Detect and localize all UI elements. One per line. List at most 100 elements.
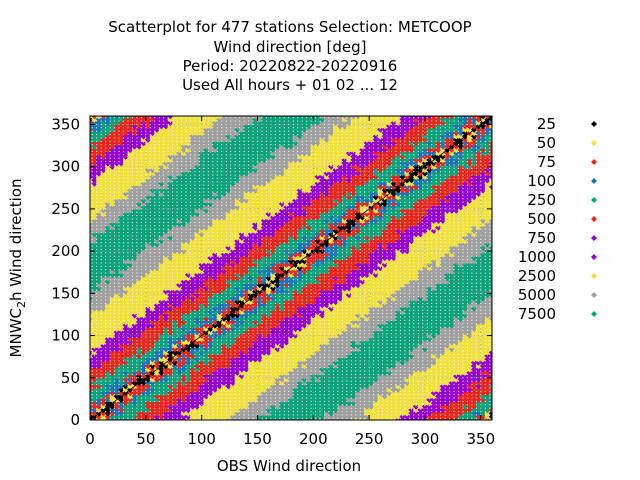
scatter-point-500 <box>95 366 103 373</box>
scatter-point-5000 <box>95 217 103 224</box>
scatter-point-50 <box>127 393 134 400</box>
scatter-point-2500 <box>95 176 103 184</box>
scatter-point-1000 <box>104 342 112 349</box>
scatter-point-2500 <box>109 166 116 174</box>
scatter-point-500 <box>122 342 129 349</box>
scatter-point-2500 <box>95 339 103 346</box>
scatter-point-250 <box>95 376 103 383</box>
scatter-point-250 <box>118 413 125 420</box>
scatter-point-2500 <box>91 328 98 336</box>
scatter-point-250 <box>122 410 129 417</box>
scatter-point-250 <box>122 356 129 363</box>
scatter-point-2500 <box>91 214 98 221</box>
scatter-point-250 <box>91 386 98 393</box>
scatter-point-75 <box>113 399 120 407</box>
scatter-point-7500 <box>118 234 125 241</box>
scatter-point-1000 <box>91 180 98 187</box>
scatter-point-250 <box>100 379 107 387</box>
scatter-point-500 <box>91 383 98 390</box>
scatter-point-250 <box>122 406 129 414</box>
scatter-point-2500 <box>104 170 112 177</box>
scatter-point-50 <box>100 413 107 420</box>
scatter-point-5000 <box>109 285 116 292</box>
scatter-point-500 <box>109 369 116 376</box>
scatter-point-75 <box>100 396 107 403</box>
scatter-point-500 <box>122 352 129 360</box>
scatter-point-7500 <box>113 231 120 238</box>
scatter-point-2500 <box>113 315 120 322</box>
scatter-point-250 <box>113 366 120 373</box>
scatter-point-750 <box>95 156 103 164</box>
scatter-point-2500 <box>113 325 120 332</box>
scatter-point-2500 <box>113 308 120 316</box>
scatter-point-500 <box>104 136 112 143</box>
scatter-point-5000 <box>91 220 98 228</box>
scatter-point-1000 <box>122 146 129 153</box>
scatter-point-5000 <box>91 305 98 312</box>
scatter-point-2500 <box>104 193 112 201</box>
scatter-point-5000 <box>113 278 120 285</box>
scatter-point-250 <box>100 133 107 140</box>
scatter-point-2500 <box>118 190 125 197</box>
scatter-point-250 <box>127 366 134 373</box>
scatter-point-2500 <box>113 298 120 305</box>
scatter-point-250 <box>127 369 134 376</box>
scatter-point-500 <box>127 352 134 360</box>
scatter-point-1000 <box>100 345 107 353</box>
scatter-point-2500 <box>91 193 98 201</box>
chart-title-line-3: Period: 20220822-20220916 <box>182 57 398 75</box>
scatter-point-5000 <box>122 207 129 214</box>
scatter-point-50 <box>100 403 107 410</box>
scatter-point-2500 <box>118 176 125 184</box>
scatter-point-7500 <box>104 227 112 235</box>
scatter-point-2500 <box>109 325 116 332</box>
scatter-point-750 <box>122 133 129 140</box>
scatter-point-250 <box>122 366 129 373</box>
scatter-point-500 <box>91 366 98 373</box>
scatter-point-1000 <box>100 166 107 174</box>
scatter-point-1000 <box>95 349 103 356</box>
scatter-point-7500 <box>122 214 129 221</box>
scatter-point-1000 <box>109 335 116 343</box>
scatter-point-7500 <box>113 220 120 228</box>
scatter-point-7500 <box>122 247 129 255</box>
scatter-point-2500 <box>95 193 103 201</box>
scatter-point-500 <box>109 133 116 140</box>
scatter-point-750 <box>122 339 129 346</box>
scatter-point-2500 <box>118 312 125 319</box>
scatter-point-25 <box>122 383 129 390</box>
scatter-point-1000 <box>113 153 120 160</box>
scatter-point-2500 <box>95 173 103 180</box>
scatter-point-2500 <box>122 156 129 164</box>
scatter-point-1000 <box>104 345 112 353</box>
scatter-point-5000 <box>104 274 112 282</box>
scatter-point-100 <box>109 383 116 390</box>
scatter-point-2500 <box>122 312 129 319</box>
scatter-point-1000 <box>91 345 98 353</box>
scatter-point-5000 <box>91 237 98 245</box>
scatter-point-500 <box>100 366 107 373</box>
scatter-point-2500 <box>118 318 125 326</box>
scatter-point-500 <box>100 139 107 147</box>
scatter-point-250 <box>109 376 116 383</box>
scatter-point-75 <box>122 399 129 407</box>
scatter-point-250 <box>109 379 116 387</box>
scatter-point-7500 <box>91 251 98 258</box>
scatter-point-2500 <box>95 335 103 343</box>
scatter-point-1000 <box>122 322 129 329</box>
scatter-point-7500 <box>109 254 116 262</box>
scatter-point-7500 <box>104 278 112 285</box>
scatter-point-100 <box>113 383 120 390</box>
scatter-point-100 <box>113 116 120 120</box>
scatter-point-2500 <box>91 325 98 332</box>
scatter-point-5000 <box>100 295 107 302</box>
scatter-point-7500 <box>91 285 98 292</box>
scatter-point-2500 <box>118 305 125 312</box>
scatter-point-2500 <box>100 193 107 201</box>
scatter-point-7500 <box>118 264 125 272</box>
scatter-point-250 <box>100 376 107 383</box>
scatter-point-500 <box>104 139 112 147</box>
scatter-point-1000 <box>91 356 98 363</box>
scatter-point-250 <box>127 362 134 370</box>
scatter-point-250 <box>100 383 107 390</box>
